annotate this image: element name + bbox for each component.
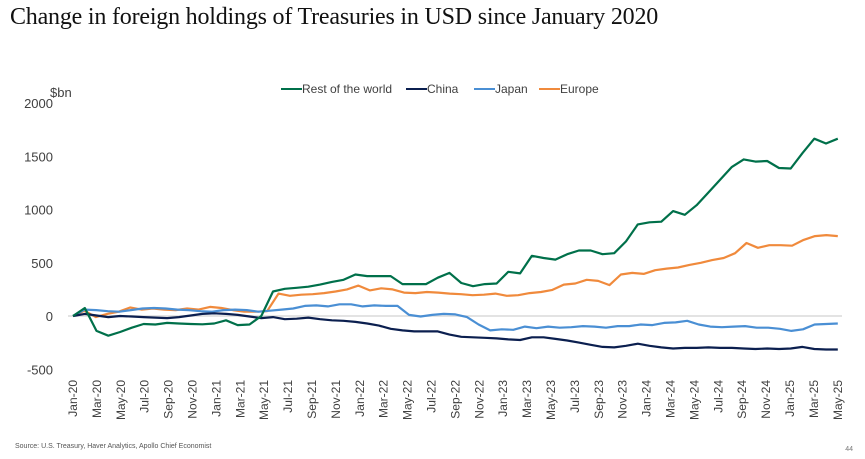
legend-label: Japan — [495, 82, 528, 96]
x-tick-label: Sep-23 — [592, 380, 606, 419]
x-tick-label: Nov-23 — [616, 380, 630, 419]
x-tick-label: Sep-24 — [735, 380, 749, 419]
x-tick-label: Mar-20 — [90, 380, 104, 418]
legend-label: China — [427, 82, 459, 96]
x-tick-label: Jul-23 — [568, 380, 582, 413]
series-line-japan — [72, 303, 838, 332]
legend-label: Europe — [560, 82, 599, 96]
x-tick-label: Nov-20 — [186, 380, 200, 419]
x-tick-label: Jan-21 — [209, 380, 223, 417]
x-tick-label: Mar-21 — [233, 380, 247, 418]
x-tick-label: Jan-25 — [783, 380, 797, 417]
x-tick-label: Mar-24 — [664, 380, 678, 418]
series-line-europe — [72, 234, 838, 319]
y-tick-label: -500 — [27, 362, 53, 377]
x-tick-label: Mar-23 — [520, 380, 534, 418]
y-tick-label: 2000 — [24, 96, 53, 111]
x-tick-label: Sep-20 — [162, 380, 176, 419]
x-tick-label: Nov-21 — [329, 380, 343, 419]
x-tick-label: May-21 — [257, 380, 271, 420]
series-line-china — [72, 312, 838, 351]
series-group — [72, 137, 839, 351]
y-tick-label: 1500 — [24, 149, 53, 164]
chart-title: Change in foreign holdings of Treasuries… — [10, 4, 659, 30]
x-tick-label: May-23 — [544, 380, 558, 420]
x-tick-label: Jul-24 — [711, 380, 725, 413]
x-axis: Jan-20 Mar-20 May-20 Jul-20 Sep-20 Nov-20 Jan-… — [66, 380, 845, 420]
x-tick-label: Jan-24 — [640, 380, 654, 417]
y-tick-label: 0 — [46, 309, 53, 324]
x-tick-label: Nov-24 — [759, 380, 773, 419]
x-tick-label: Sep-22 — [448, 380, 462, 419]
legend: Rest of the world China Japan Europe — [281, 82, 599, 96]
x-tick-label: Jan-20 — [66, 380, 80, 417]
legend-label: Rest of the world — [302, 82, 392, 96]
x-tick-label: May-25 — [831, 380, 845, 420]
y-axis-unit-label: $bn — [50, 85, 72, 100]
x-tick-label: Mar-22 — [377, 380, 391, 418]
x-tick-label: May-24 — [687, 380, 701, 420]
y-tick-label: 1000 — [24, 203, 53, 218]
x-tick-label: Jul-21 — [281, 380, 295, 413]
x-tick-label: Jul-22 — [425, 380, 439, 413]
x-tick-label: Sep-21 — [305, 380, 319, 419]
series-line-rest-of-the-world — [72, 137, 839, 337]
x-tick-label: May-20 — [114, 380, 128, 420]
x-tick-label: Mar-25 — [807, 380, 821, 418]
x-tick-label: May-22 — [401, 380, 415, 420]
source-note: Source: U.S. Treasury, Haver Analytics, … — [15, 443, 212, 450]
x-tick-label: Jan-23 — [496, 380, 510, 417]
y-tick-label: 500 — [31, 256, 53, 271]
x-tick-label: Nov-22 — [472, 380, 486, 419]
x-tick-label: Jul-20 — [138, 380, 152, 413]
page-number: 44 — [845, 446, 853, 453]
x-tick-label: Jan-22 — [353, 380, 367, 417]
